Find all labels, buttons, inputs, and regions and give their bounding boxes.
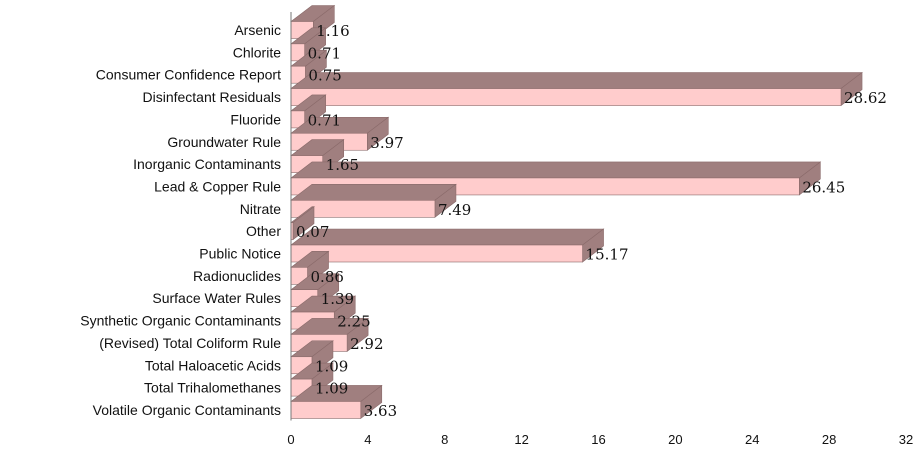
value-labels: 1.16 0.71 0.75 28.62 0.71 3.97 1.65 26.45 7.49 0.… <box>296 22 887 420</box>
category-label-13: Synthetic Organic Contaminants <box>80 313 281 329</box>
bar-top-3 <box>290 72 863 89</box>
x-tick-label-3: 12 <box>514 432 528 447</box>
value-label-11: 0.86 <box>311 268 344 286</box>
category-label-2: Consumer Confidence Report <box>96 67 281 83</box>
category-label-16: Total Trihalomethanes <box>144 380 281 396</box>
x-tick-labels: 0 4 8 12 16 20 24 28 32 <box>287 432 913 447</box>
bar-3 <box>290 88 842 106</box>
value-label-4: 0.71 <box>308 111 341 129</box>
category-label-4: Fluoride <box>230 111 281 127</box>
category-label-3: Disinfectant Residuals <box>142 89 281 105</box>
value-label-14: 2.92 <box>350 335 383 353</box>
category-label-15: Total Haloacetic Acids <box>145 357 281 373</box>
category-label-12: Surface Water Rules <box>152 290 281 306</box>
category-label-8: Nitrate <box>240 201 281 217</box>
category-label-9: Other <box>246 223 281 239</box>
category-label-11: Radionuclides <box>193 268 281 284</box>
category-label-10: Public Notice <box>199 246 281 262</box>
value-label-2: 0.75 <box>308 67 341 85</box>
value-label-1: 0.71 <box>308 44 341 62</box>
category-labels: Arsenic Chlorite Consumer Confidence Repor… <box>80 22 281 418</box>
x-tick-label-6: 24 <box>745 432 759 447</box>
value-label-8: 7.49 <box>438 201 471 219</box>
bar-17 <box>290 401 362 419</box>
x-tick-label-8: 32 <box>899 432 913 447</box>
category-label-1: Chlorite <box>233 44 281 60</box>
bar-top-8 <box>290 184 457 201</box>
bars-layer <box>290 4 863 420</box>
bar-10 <box>290 244 583 263</box>
x-tick-label-2: 8 <box>441 432 448 447</box>
bar-top-7 <box>290 161 822 179</box>
category-label-6: Inorganic Contaminants <box>133 156 281 172</box>
value-label-0: 1.16 <box>316 22 349 40</box>
category-label-5: Groundwater Rule <box>167 134 281 150</box>
value-label-10: 15.17 <box>586 246 629 264</box>
value-label-9: 0.07 <box>296 223 329 241</box>
bar-top-10 <box>290 228 605 246</box>
value-label-16: 1.09 <box>315 380 348 398</box>
category-label-0: Arsenic <box>234 22 281 38</box>
x-tick-label-0: 0 <box>287 432 294 447</box>
value-label-7: 26.45 <box>802 178 845 196</box>
category-label-17: Volatile Organic Contaminants <box>93 402 281 418</box>
value-label-5: 3.97 <box>370 134 403 152</box>
value-label-15: 1.09 <box>315 357 348 375</box>
category-label-14: (Revised) Total Coliform Rule <box>99 335 281 351</box>
value-label-3: 28.62 <box>844 89 887 107</box>
value-label-17: 3.63 <box>364 402 397 420</box>
value-label-6: 1.65 <box>326 156 359 174</box>
x-tick-label-1: 4 <box>364 432 371 447</box>
x-tick-label-7: 28 <box>822 432 836 447</box>
x-tick-label-4: 16 <box>591 432 605 447</box>
category-label-7: Lead & Copper Rule <box>154 178 281 194</box>
x-tick-label-5: 20 <box>668 432 682 447</box>
value-label-12: 1.39 <box>321 290 354 308</box>
value-label-13: 2.25 <box>337 313 370 331</box>
